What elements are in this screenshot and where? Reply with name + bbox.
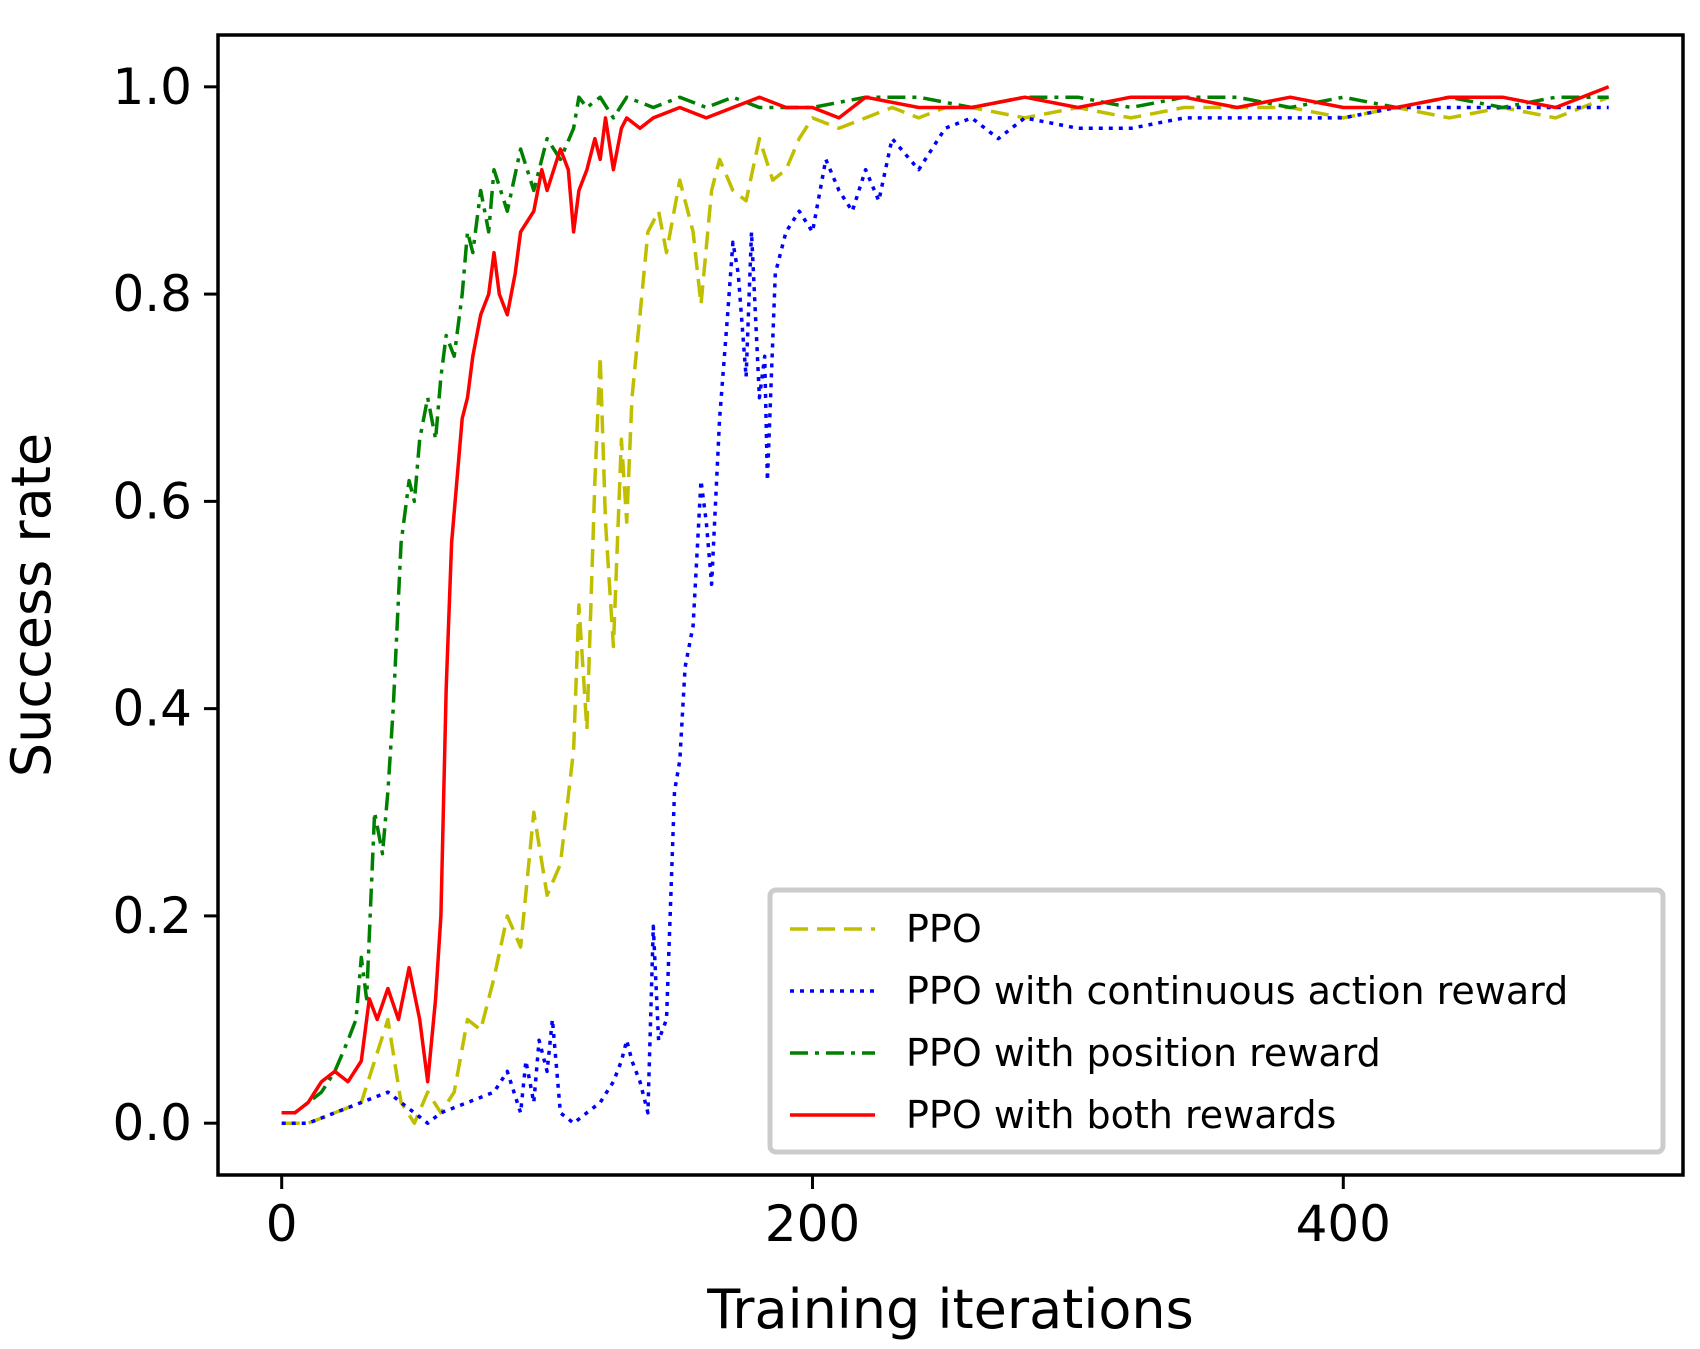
x-tick-label: 0 — [266, 1195, 298, 1253]
series-line-ppo-with-continuous-action-reward — [281, 105, 1609, 1125]
y-tick-label: 0.0 — [112, 1094, 192, 1152]
legend: PPO PPO with continuous action reward PP… — [767, 887, 1666, 1155]
legend-label-ppo: PPO — [906, 907, 982, 951]
y-tick-label: 0.6 — [112, 472, 192, 530]
y-tick-label: 0.4 — [112, 680, 192, 738]
plot-area-frame — [216, 33, 1685, 1177]
legend-label-position-reward: PPO with position reward — [906, 1031, 1381, 1075]
y-tick-label: 1.0 — [112, 58, 192, 116]
y-tick-label: 0.8 — [112, 265, 192, 323]
series-layer — [281, 85, 1610, 1125]
series-line-ppo-with-both-rewards — [281, 85, 1610, 1115]
x-axis-title: Training iterations — [706, 1278, 1194, 1341]
legend-box — [767, 887, 1666, 1155]
legend-label-both-rewards: PPO with both rewards — [906, 1093, 1336, 1137]
y-tick-label: 0.2 — [112, 887, 192, 945]
y-axis-title: Success rate — [0, 433, 63, 777]
tick-layer: 0 200 400 0.0 0.2 0.4 0.6 0.8 1.0 — [112, 58, 1391, 1253]
legend-label-continuous-action-reward: PPO with continuous action reward — [906, 969, 1568, 1013]
x-tick-label: 200 — [765, 1195, 860, 1253]
series-line-ppo — [281, 95, 1610, 1125]
x-tick-label: 400 — [1296, 1195, 1391, 1253]
